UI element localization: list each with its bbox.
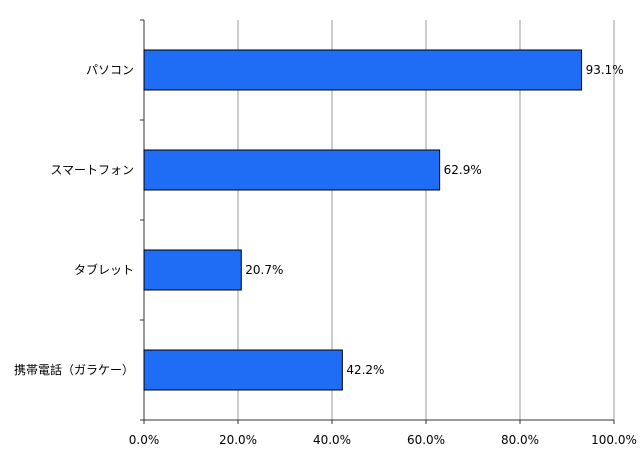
category-label: 携帯電話（ガラケー） [14, 362, 134, 377]
bar [143, 149, 441, 191]
bars [143, 49, 583, 391]
x-tick-label: 100.0% [591, 433, 637, 447]
bar [143, 249, 242, 291]
bar [143, 349, 343, 391]
data-label: 20.7% [245, 263, 283, 277]
bar [143, 49, 583, 91]
category-label: パソコン [86, 63, 134, 77]
data-label: 42.2% [346, 363, 384, 377]
x-tick-label: 20.0% [219, 433, 257, 447]
x-tick-label: 40.0% [313, 433, 351, 447]
x-tick-label: 0.0% [129, 433, 160, 447]
x-tick-label: 60.0% [407, 433, 445, 447]
category-label: タブレット [74, 262, 134, 277]
data-label: 62.9% [444, 163, 482, 177]
data-label: 93.1% [586, 63, 624, 77]
x-tick-label: 80.0% [501, 433, 539, 447]
x-tick-labels: 0.0% 20.0% 40.0% 60.0% 80.0% 100.0% [129, 433, 637, 447]
category-label: スマートフォン [50, 163, 134, 177]
value-labels: 93.1% 62.9% 20.7% 42.2% [245, 63, 623, 377]
